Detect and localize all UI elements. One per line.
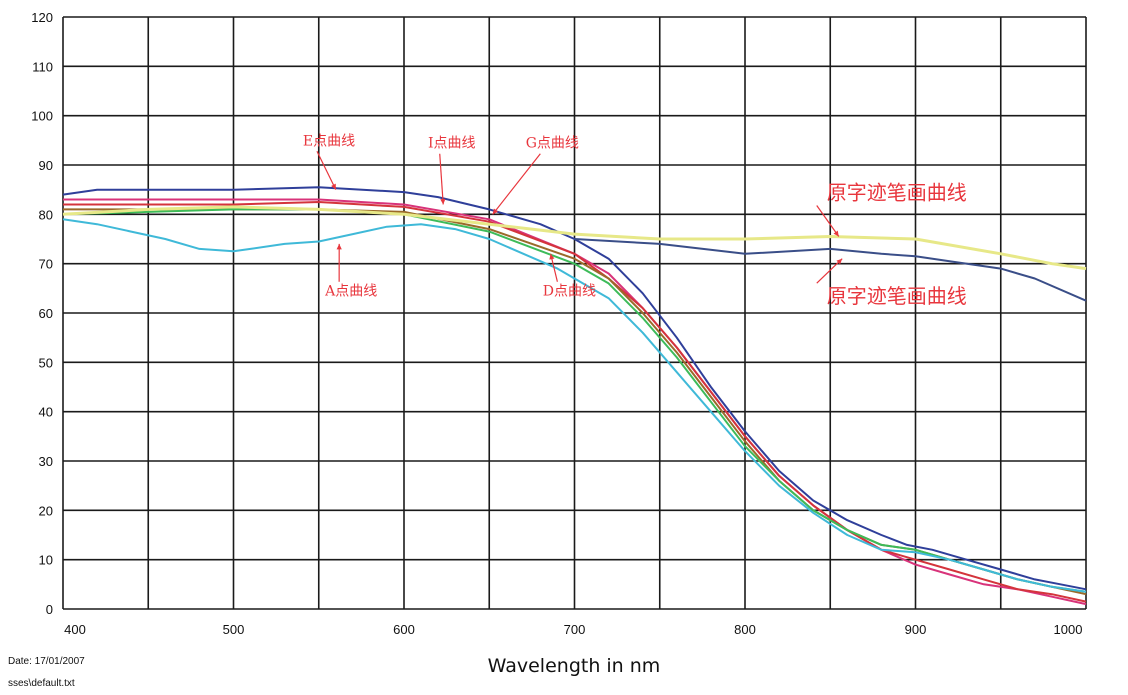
- annotation-arrow-line: [816, 258, 843, 284]
- series-line-6: [62, 218, 1087, 593]
- annotation-arrow-head: [440, 198, 446, 205]
- y-tick-labels: 0 10 20 30 40 50 60 70 80 90 100 110 120: [31, 10, 53, 617]
- y-tick-label: 80: [39, 207, 53, 222]
- annotation-label: 原字迹笔画曲线: [827, 284, 967, 308]
- x-axis-label: Wavelength in nm: [488, 655, 661, 677]
- annotation-label: E点曲线: [303, 133, 355, 149]
- x-tick-label: 700: [564, 622, 586, 637]
- y-tick-label: 110: [32, 59, 53, 74]
- y-tick-label: 20: [39, 503, 53, 518]
- y-tick-label: 90: [39, 158, 53, 173]
- x-tick-label: 400: [64, 622, 86, 637]
- y-tick-label: 0: [46, 602, 53, 617]
- annotation-label: A点曲线: [324, 284, 377, 300]
- y-tick-label: 10: [39, 553, 53, 568]
- y-tick-label: 60: [39, 306, 53, 321]
- annotation-arrow-head: [549, 253, 555, 260]
- annotation-arrow-head: [331, 183, 336, 190]
- series-line-7: [62, 205, 1087, 271]
- y-tick-label: 30: [39, 454, 53, 469]
- annotation-label: I点曲线: [428, 136, 476, 152]
- y-tick-label: 100: [31, 109, 53, 124]
- annotation-arrow-line: [492, 153, 541, 215]
- footer-date: Date: 17/01/2007: [8, 656, 85, 667]
- annotation-arrow-head: [833, 230, 839, 237]
- y-tick-label: 70: [39, 257, 53, 272]
- annotation-arrow-line: [439, 153, 444, 205]
- footer-file: sses\default.txt: [8, 678, 75, 689]
- annotation-label: D点曲线: [543, 284, 596, 300]
- annotation-arrow-line: [816, 205, 840, 237]
- x-tick-label: 900: [905, 622, 927, 637]
- annotation-arrow-line: [316, 151, 337, 190]
- series-line-3: [63, 201, 1087, 603]
- annotation-arrow-head: [492, 208, 499, 215]
- series-line-1: [62, 186, 1087, 591]
- annotation-arrow-head: [336, 243, 342, 250]
- grid: [62, 16, 1087, 610]
- x-tick-labels: 400 500 600 700 800 900 1000: [64, 622, 1082, 637]
- annotation-label: G点曲线: [526, 136, 579, 152]
- y-tick-label: 40: [39, 405, 53, 420]
- x-tick-label: 500: [223, 622, 245, 637]
- x-tick-label: 1000: [1054, 622, 1083, 637]
- annotation-arrow-head: [836, 258, 843, 265]
- y-tick-label: 120: [31, 10, 53, 25]
- x-tick-label: 600: [393, 622, 415, 637]
- x-tick-label: 800: [734, 622, 756, 637]
- series-line-8: [574, 238, 1087, 302]
- series-group: [62, 186, 1087, 606]
- annotation-label: 原字迹笔画曲线: [827, 181, 967, 205]
- y-tick-label: 50: [39, 355, 53, 370]
